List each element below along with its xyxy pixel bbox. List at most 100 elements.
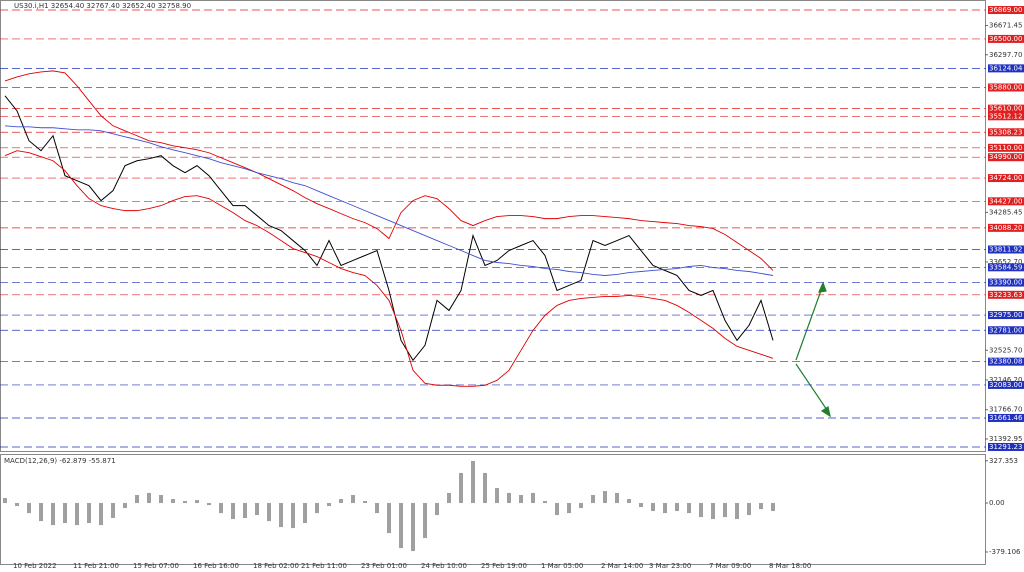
level-label-box [988,326,1024,335]
macd-bar [675,503,679,512]
level-label-box [988,442,1024,451]
level-label: 32083.00 [989,381,1022,389]
macd-bar [699,503,703,518]
macd-bar [219,503,223,514]
macd-bar [51,503,55,526]
level-label: 35110.00 [989,144,1022,152]
macd-bar [135,495,139,504]
macd-bar [459,472,463,504]
level-label: 31661.46 [989,414,1023,422]
y-tick-label: 32146.20 [989,376,1022,384]
level-label-box [988,197,1024,206]
macd-bar [75,503,79,526]
macd-bar [651,503,655,512]
macd-bar [423,503,427,539]
macd-bar [483,472,487,504]
level-label: 34724.00 [989,174,1022,182]
macd-bar [303,503,307,524]
macd-bar [411,503,415,552]
macd-bar [531,492,535,504]
main-frame [0,0,986,452]
macd-bar [255,503,259,516]
y-tick-label: 31766.70 [989,406,1022,414]
chart-title: US30.i,H1 32654.40 32767.40 32652.40 327… [14,2,191,10]
level-label-box [988,112,1024,121]
level-label: 35880.00 [989,83,1022,91]
x-tick-label: 3 Mar 23:00 [649,562,691,570]
macd-bar [639,503,643,508]
level-label: 36869.00 [989,6,1022,14]
macd-bar [363,500,367,504]
x-tick-label: 16 Feb 16:00 [193,562,239,570]
macd-bar [279,503,283,528]
macd-bar [147,492,151,504]
level-label: 33390.00 [989,279,1022,287]
series-line [4,95,774,362]
series-line [4,125,774,276]
y-tick-label: 32525.70 [989,346,1022,354]
level-label-box [988,413,1024,422]
macd-bar [327,503,331,506]
x-tick-label: 1 Mar 05:00 [541,562,583,570]
macd-bar [759,503,763,510]
macd-bar [771,503,775,512]
level-label-box [988,128,1024,137]
macd-bar [243,503,247,519]
level-label-box [988,245,1024,254]
level-label: 33584.59 [989,263,1022,271]
macd-bar [63,503,67,524]
level-label-box [988,223,1024,232]
y-tick-label: 31392.95 [989,435,1022,443]
macd-bar [471,460,475,504]
level-label: 34427.00 [989,197,1022,205]
macd-bar [495,488,499,504]
macd-bar [627,499,631,504]
level-label-box [988,83,1024,92]
macd-bar [291,503,295,529]
level-label: 32975.00 [989,311,1022,319]
level-label: 35610.00 [989,105,1022,113]
x-tick-label: 18 Feb 02:00 [253,562,299,570]
macd-bar [387,503,391,534]
level-label: 31291.23 [989,443,1022,451]
level-label-box [988,263,1024,272]
level-label: 32380.08 [989,358,1022,366]
level-label-box [988,357,1024,366]
x-tick-label: 2 Mar 14:00 [601,562,643,570]
macd-bar [687,503,691,514]
level-label: 32781.00 [989,326,1022,334]
arrows [795,281,831,418]
macd-bar [315,503,319,514]
macd-bar [231,503,235,520]
macd-bar [267,503,271,522]
macd-bar [603,491,607,504]
macd-bar [375,503,379,514]
x-tick-label: 11 Feb 21:00 [73,562,119,570]
level-label-box [988,311,1024,320]
macd-bar [195,500,199,504]
x-tick-label: 7 Mar 09:00 [709,562,751,570]
macd-bar [723,503,727,518]
macd-bar [543,500,547,504]
macd-bar [39,503,43,522]
x-tick-label: 10 Feb 2022 [13,562,57,570]
y-tick-label: 34285.45 [989,208,1022,216]
macd-bar [159,495,163,504]
x-tick-label: 8 Mar 18:00 [769,562,811,570]
level-label: 33811.92 [989,245,1022,253]
y-tick-label: 33652.70 [989,258,1022,266]
macd-bar [747,503,751,516]
macd-bar [507,492,511,504]
macd-bar [15,503,19,506]
level-label-box [988,6,1024,15]
macd-bar [435,503,439,516]
level-label: 34088.20 [989,224,1022,232]
macd-bar [27,503,31,514]
macd-bar [111,503,115,519]
macd-bar [711,503,715,520]
x-tick-label: 25 Feb 19:00 [481,562,527,570]
level-label-box [988,34,1024,43]
macd-bar [735,503,739,520]
